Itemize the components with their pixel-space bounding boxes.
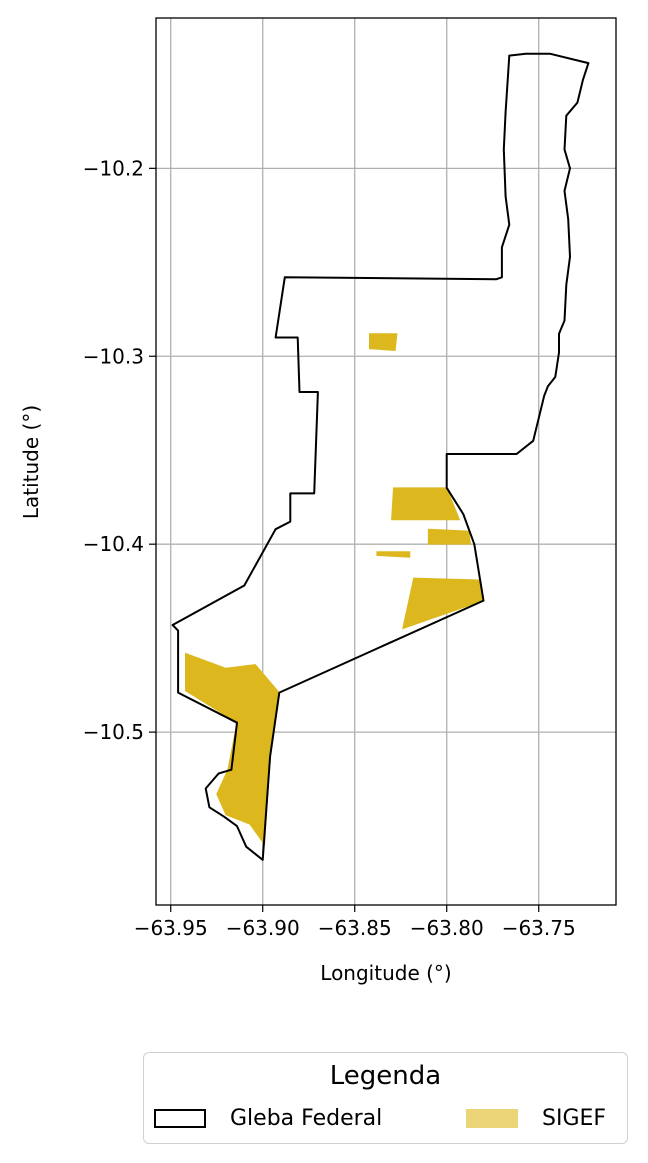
sigef-parcel	[368, 333, 398, 352]
y-tick-label: −10.2	[83, 156, 144, 180]
sigef-parcel	[391, 487, 461, 521]
sigef-swatch	[466, 1108, 518, 1128]
ticks: −63.95 −63.90 −63.85 −63.80 −63.75 −10.2 −10.3…	[83, 156, 576, 940]
x-tick-label: −63.90	[226, 916, 300, 940]
gleba-layer	[171, 52, 590, 861]
legend-title: Legenda	[329, 1061, 442, 1091]
y-axis-label: Latitude (°)	[19, 405, 43, 519]
axes-frame	[155, 17, 617, 906]
x-tick-label: −63.75	[502, 916, 576, 940]
sigef-parcel	[376, 551, 411, 558]
legend: Legenda Gleba Federal SIGEF	[143, 1052, 628, 1144]
legend-item-gleba-federal: Gleba Federal	[154, 1103, 382, 1133]
figure-background	[0, 0, 648, 1000]
legend-label-sigef: SIGEF	[542, 1105, 607, 1131]
x-tick-label: −63.80	[410, 916, 484, 940]
legend-item-sigef: SIGEF	[466, 1103, 606, 1133]
sigef-layer	[184, 333, 484, 847]
x-tick-label: −63.95	[134, 916, 208, 940]
sigef-parcel	[427, 528, 472, 545]
gleba-federal-boundary	[171, 52, 590, 861]
y-tick-label: −10.5	[83, 720, 144, 744]
map-chart: −63.95 −63.90 −63.85 −63.80 −63.75 −10.2 −10.3…	[0, 0, 648, 1000]
grid-lines	[156, 18, 616, 905]
x-tick-label: −63.85	[318, 916, 392, 940]
legend-label-gleba-federal: Gleba Federal	[230, 1105, 383, 1131]
x-axis-label: Longitude (°)	[320, 961, 451, 985]
y-tick-label: −10.3	[83, 344, 144, 368]
gleba-federal-swatch	[154, 1108, 206, 1128]
y-tick-label: −10.4	[83, 532, 144, 556]
